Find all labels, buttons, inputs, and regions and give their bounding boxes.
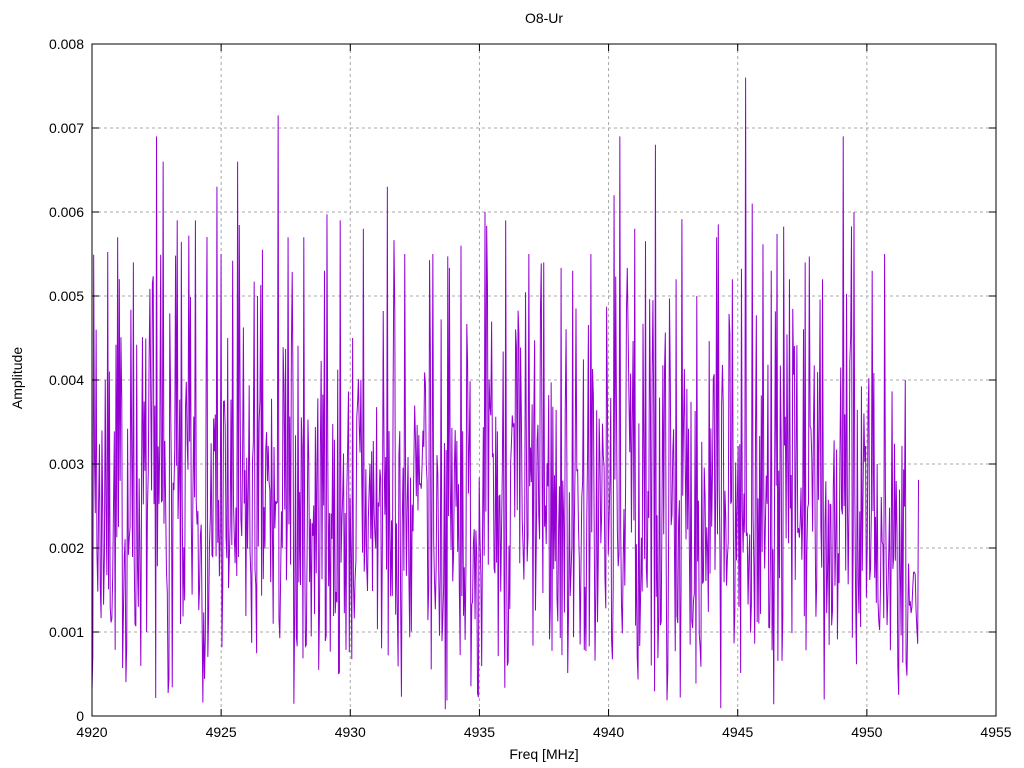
axis-ticks — [91, 43, 997, 717]
amplitude-series-line — [91, 77, 920, 710]
x-tick-label: 4920 — [76, 724, 107, 740]
x-tick-label: 4950 — [851, 724, 882, 740]
y-tick-label: 0.001 — [49, 624, 84, 640]
y-tick-label: 0.005 — [49, 288, 84, 304]
data-series — [91, 77, 920, 710]
y-tick-label: 0.002 — [49, 540, 84, 556]
y-tick-label: 0.006 — [49, 204, 84, 220]
y-tick-label: 0.003 — [49, 456, 84, 472]
y-tick-label: 0.007 — [49, 120, 84, 136]
x-tick-label: 4925 — [206, 724, 237, 740]
y-tick-label: 0 — [76, 708, 84, 724]
x-tick-label: 4940 — [593, 724, 624, 740]
x-axis-label: Freq [MHz] — [509, 746, 578, 762]
x-tick-label: 4930 — [335, 724, 366, 740]
tick-labels: 4920 4925 4930 4935 4940 4945 4950 4955 0 0.001 0.… — [49, 36, 1012, 740]
x-tick-label: 4945 — [722, 724, 753, 740]
y-axis-label: Amplitude — [9, 347, 25, 409]
y-tick-label: 0.004 — [49, 372, 84, 388]
chart-title: O8-Ur — [525, 10, 563, 26]
x-tick-label: 4935 — [464, 724, 495, 740]
x-tick-label: 4955 — [980, 724, 1011, 740]
y-tick-label: 0.008 — [49, 36, 84, 52]
